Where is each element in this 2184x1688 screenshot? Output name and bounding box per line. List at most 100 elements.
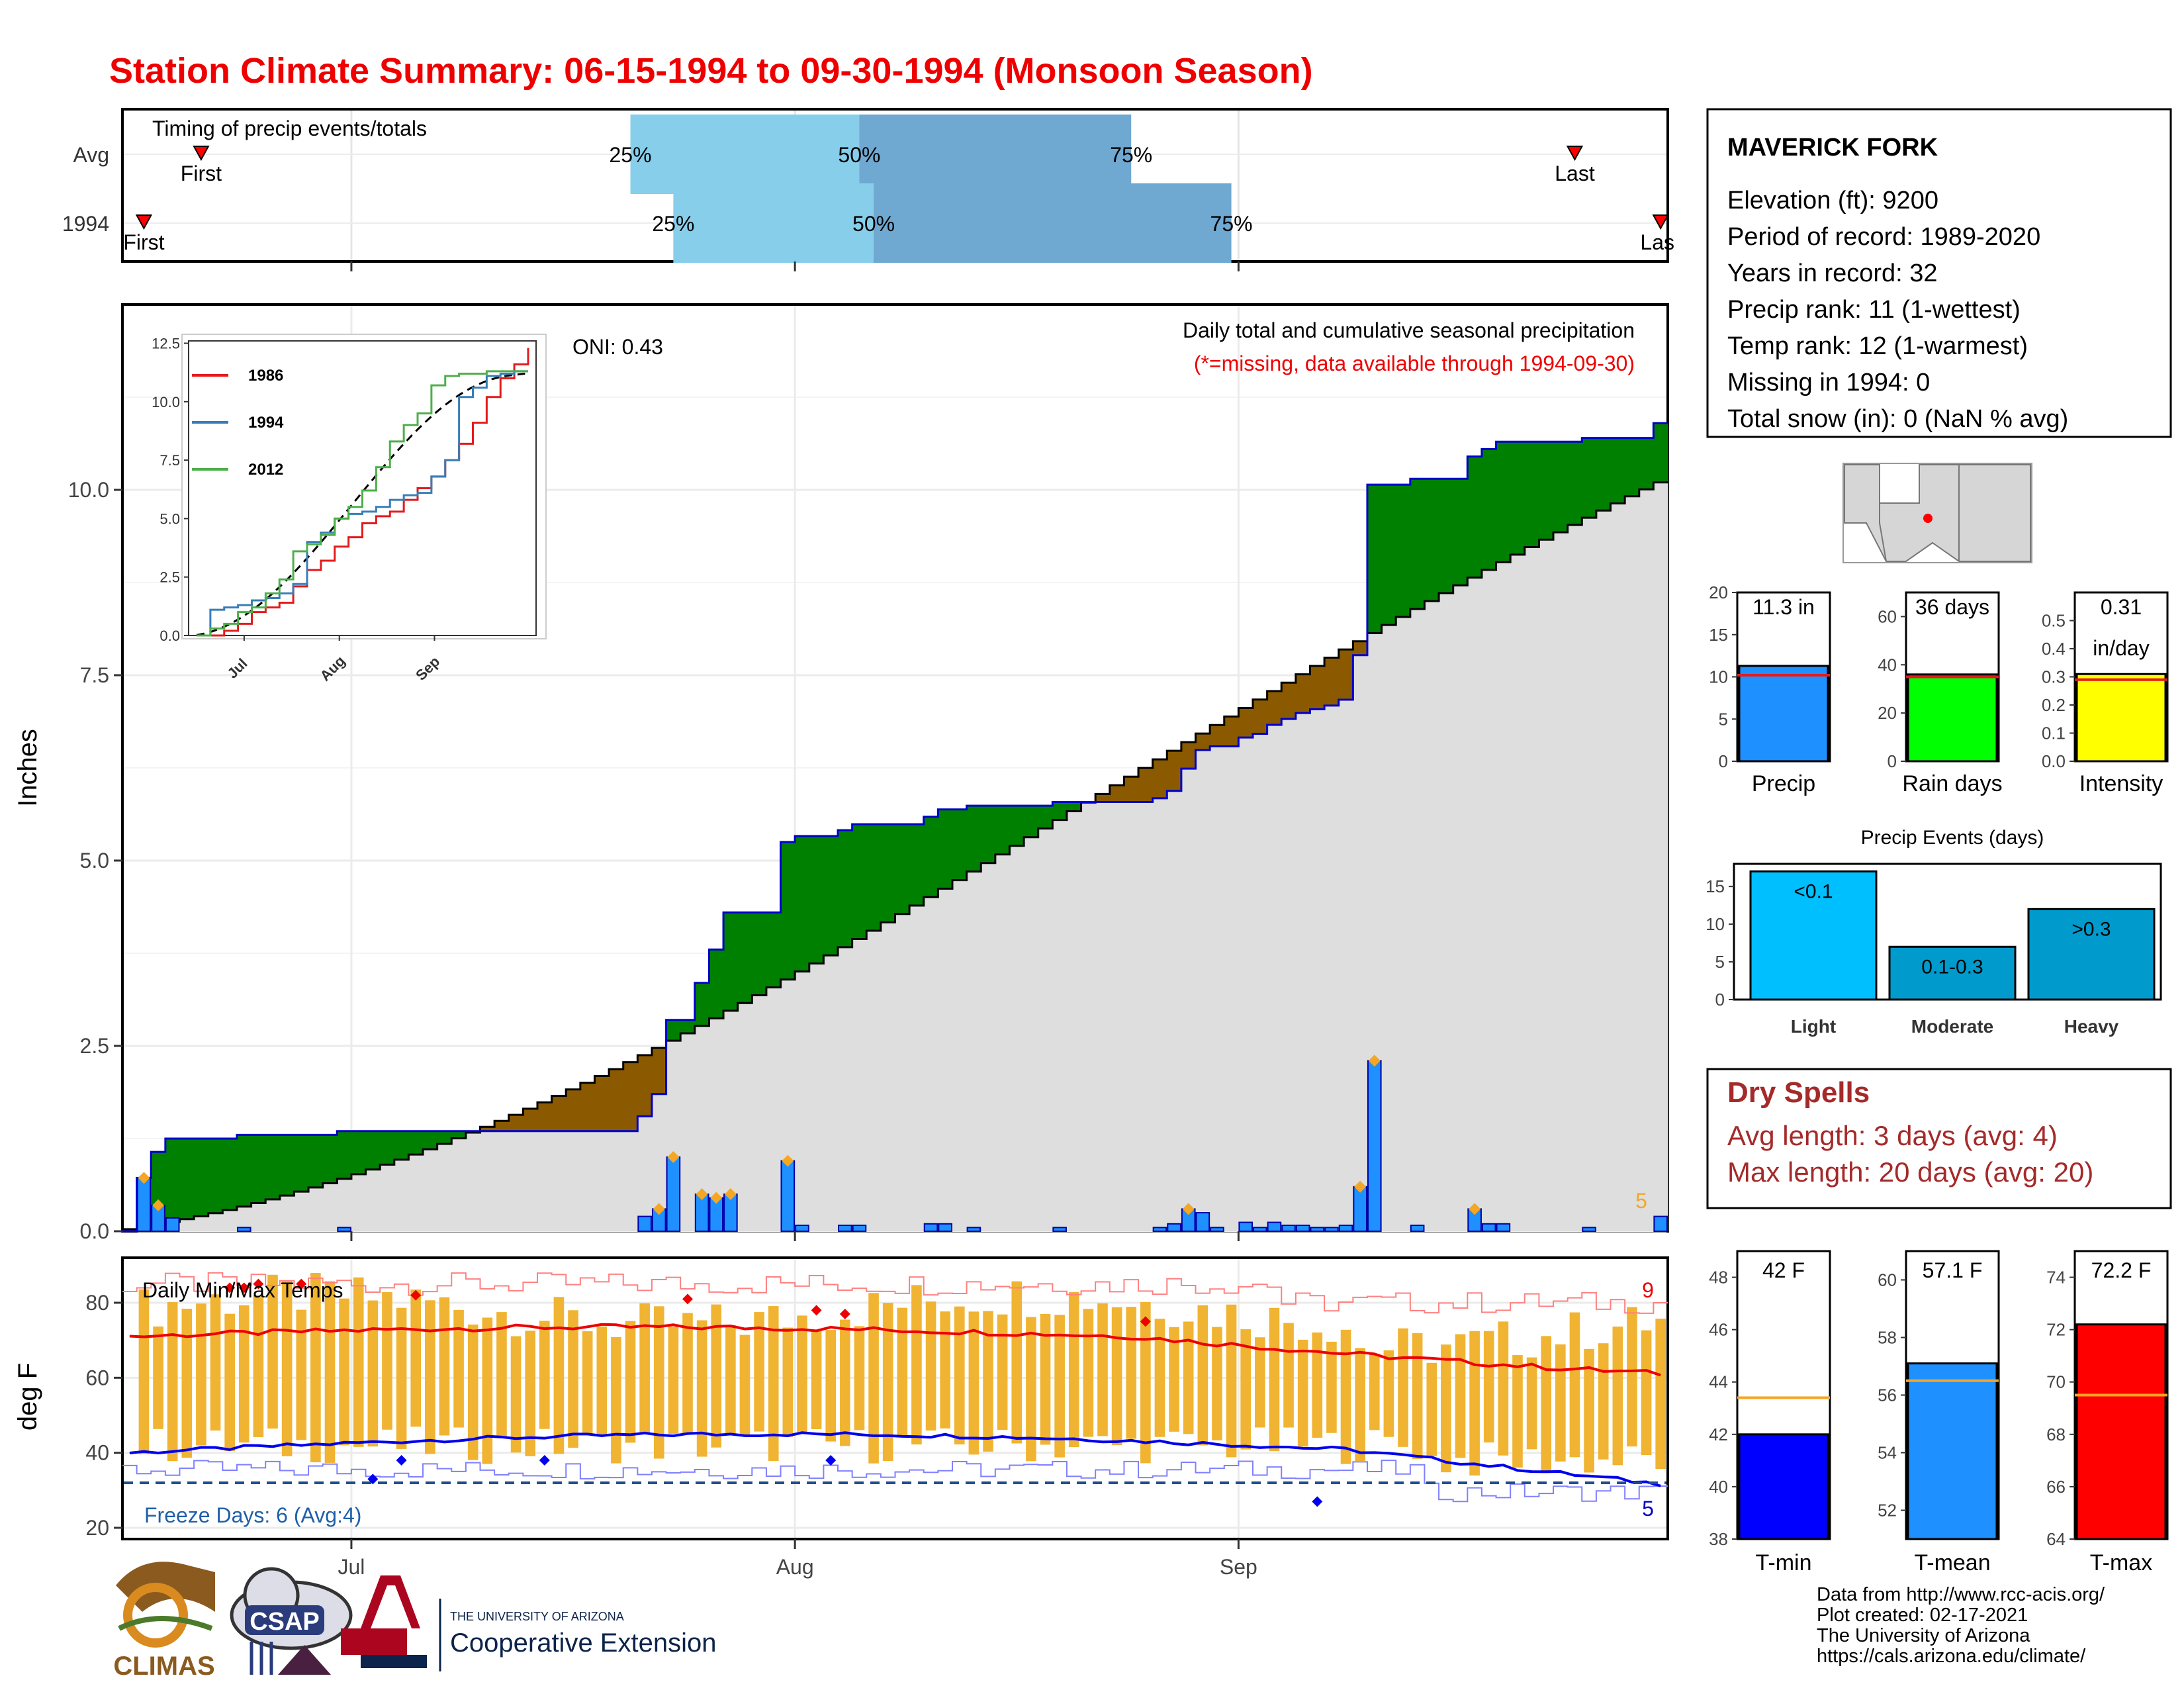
above-average-area xyxy=(451,1131,467,1139)
events-y-tick-label: 15 xyxy=(1706,876,1725,896)
avg-cumulative-area xyxy=(1195,750,1210,1231)
above-average-area xyxy=(866,824,882,931)
above-average-area xyxy=(351,1131,367,1174)
daily-temp-range-bar xyxy=(782,1327,794,1437)
timing-label: Timing of precip events/totals xyxy=(152,117,427,140)
daily-temp-range-bar xyxy=(1312,1332,1323,1438)
daily-temp-range-bar xyxy=(997,1314,1008,1430)
timing-p75-label: 75% xyxy=(1110,143,1152,167)
temp-summary-y-tick-label: 72 xyxy=(2046,1320,2066,1340)
temp-summary-y-tick-label: 46 xyxy=(1709,1320,1728,1340)
avg-cumulative-area xyxy=(938,888,953,1231)
daily-temp-range-bar xyxy=(568,1310,578,1448)
avg-cumulative-area xyxy=(380,1164,395,1231)
temp-summary-y-tick-label: 52 xyxy=(1878,1501,1897,1521)
precip-y-tick-label: 0.0 xyxy=(80,1219,109,1243)
daily-temp-range-bar xyxy=(968,1311,979,1455)
record-low-marker xyxy=(825,1455,837,1466)
last-event-label: Las xyxy=(1640,230,1674,254)
temp-summary-y-tick-label: 58 xyxy=(1878,1328,1897,1348)
timing-p25-label: 25% xyxy=(609,143,651,167)
daily-precip-bar xyxy=(1238,1221,1253,1233)
daily-temp-range-bar xyxy=(1398,1328,1408,1447)
avg-cumulative-area xyxy=(952,880,968,1231)
above-average-area xyxy=(752,912,767,996)
daily-temp-range-bar xyxy=(739,1335,751,1436)
record-max-line xyxy=(122,1272,1668,1314)
daily-temp-range-bar xyxy=(954,1306,965,1445)
heavy-event-marker xyxy=(653,1203,665,1215)
daily-precip-bar xyxy=(337,1227,351,1233)
record-high-marker xyxy=(410,1289,422,1301)
daily-precip-bar xyxy=(1324,1227,1339,1233)
above-average-area xyxy=(265,1135,281,1199)
events-bar-label: 0.1-0.3 xyxy=(1921,956,1983,978)
avg-cumulative-area xyxy=(394,1159,409,1231)
daily-temp-range-bar xyxy=(696,1320,707,1457)
above-average-area xyxy=(938,809,953,889)
below-average-area xyxy=(594,1076,610,1131)
daily-temp-range-bar xyxy=(639,1303,650,1434)
summary-y-tick-label: 40 xyxy=(1878,655,1897,675)
above-average-area xyxy=(222,1139,238,1210)
heavy-event-marker xyxy=(782,1154,794,1167)
avg-cumulative-area xyxy=(1396,617,1411,1231)
station-info-line: Temp rank: 12 (1-warmest) xyxy=(1727,332,2028,360)
avg-cumulative-area xyxy=(880,922,895,1231)
heavy-event-marker xyxy=(1354,1180,1367,1193)
daily-temp-range-bar xyxy=(296,1309,307,1440)
daily-temp-range-bar xyxy=(868,1293,879,1464)
daily-temp-range-bar xyxy=(1612,1326,1623,1466)
avg-cumulative-area xyxy=(551,1131,567,1231)
last-event-marker xyxy=(1566,146,1584,162)
avg-cumulative-area xyxy=(1353,655,1368,1231)
climas-logo: CLIMAS xyxy=(113,1562,215,1681)
avg-cumulative-area xyxy=(1410,608,1425,1231)
daily-temp-range-bar xyxy=(167,1302,178,1462)
below-average-area xyxy=(609,1069,624,1131)
summary-value-label: 36 days xyxy=(1915,595,1989,619)
daily-precip-bar xyxy=(1653,1215,1668,1232)
daily-precip-bar xyxy=(838,1225,852,1233)
above-average-area xyxy=(208,1139,223,1213)
below-average-area xyxy=(1238,708,1253,738)
temperature-panel: Daily Min/Max Temps Freeze Days: 6 (Avg:… xyxy=(13,1256,1669,1579)
1994-cumulative-line xyxy=(122,422,1668,1233)
temp-summary-y-tick-label: 64 xyxy=(2046,1529,2066,1549)
temp-summary-y-tick-label: 44 xyxy=(1709,1372,1728,1392)
avg-cumulative-area xyxy=(208,1213,223,1231)
summary-y-tick-label: 0.2 xyxy=(2042,695,2066,715)
avg-cumulative-area xyxy=(838,947,853,1231)
above-average-area xyxy=(1467,456,1482,578)
heavy-event-marker xyxy=(1469,1203,1481,1215)
avg-cumulative-area xyxy=(1496,562,1511,1231)
avg-cumulative-area xyxy=(1582,518,1597,1231)
precip-y-tick-label: 7.5 xyxy=(80,663,109,687)
avg-cumulative-area xyxy=(866,930,882,1231)
university-of-arizona-logo: THE UNIVERSITY OF ARIZONA Cooperative Ex… xyxy=(341,1575,716,1671)
avg-cumulative-area xyxy=(1052,820,1068,1231)
events-bar-Moderate xyxy=(1888,945,2017,1001)
station-info-line: Precip rank: 11 (1-wettest) xyxy=(1727,296,2021,324)
avg-cumulative-area xyxy=(508,1131,523,1231)
above-average-area xyxy=(809,836,824,964)
temp-summary-bar-T-mean xyxy=(1907,1362,1998,1540)
record-low-marker xyxy=(367,1474,379,1485)
below-average-area xyxy=(1152,759,1167,798)
above-average-area xyxy=(394,1131,409,1160)
avg-cumulative-area xyxy=(480,1131,495,1231)
station-info-line: Total snow (in): 0 (NaN % avg) xyxy=(1727,405,2068,433)
last-event-marker xyxy=(1652,214,1669,230)
daily-precip-bar xyxy=(795,1225,809,1233)
daily-temp-range-bar xyxy=(596,1326,608,1435)
avg-cumulative-area xyxy=(465,1133,481,1231)
daily-temp-range-bar xyxy=(367,1300,379,1447)
daily-temp-range-bar xyxy=(310,1273,321,1462)
avg-cumulative-area xyxy=(251,1203,266,1231)
below-average-area xyxy=(1167,751,1182,791)
daily-temp-range-bar xyxy=(238,1305,250,1443)
daily-temp-range-bar xyxy=(1083,1309,1094,1437)
daily-temp-range-bar xyxy=(940,1311,950,1429)
daily-temp-range-bar xyxy=(181,1309,193,1458)
avg-cumulative-area xyxy=(1295,713,1310,1231)
